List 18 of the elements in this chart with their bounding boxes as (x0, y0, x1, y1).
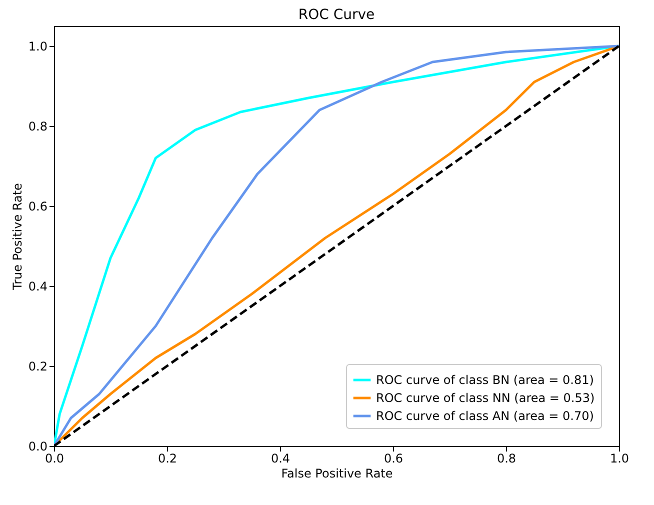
x-tick-label: 0.4 (270, 452, 290, 466)
y-tick-label: 0.0 (28, 440, 48, 454)
x-tick-label: 0.0 (44, 452, 64, 466)
y-axis-title: True Positive Rate (10, 183, 24, 291)
x-tick-label: 0.8 (496, 452, 516, 466)
y-tick-label: 0.8 (28, 120, 48, 134)
x-tick-label: 0.2 (158, 452, 178, 466)
legend-label: ROC curve of class AN (area = 0.70) (376, 409, 594, 423)
legend-label: ROC curve of class BN (area = 0.81) (376, 373, 594, 387)
x-tick-label: 1.0 (610, 452, 630, 466)
y-tick-label: 1.0 (28, 40, 48, 54)
y-tick-label: 0.6 (28, 200, 48, 214)
y-tick-label: 0.2 (28, 360, 48, 374)
x-tick-label: 0.6 (384, 452, 404, 466)
chart-title: ROC Curve (298, 7, 375, 23)
x-axis-title: False Positive Rate (281, 466, 393, 480)
y-tick-label: 0.4 (28, 280, 48, 294)
legend-label: ROC curve of class NN (area = 0.53) (376, 391, 595, 405)
